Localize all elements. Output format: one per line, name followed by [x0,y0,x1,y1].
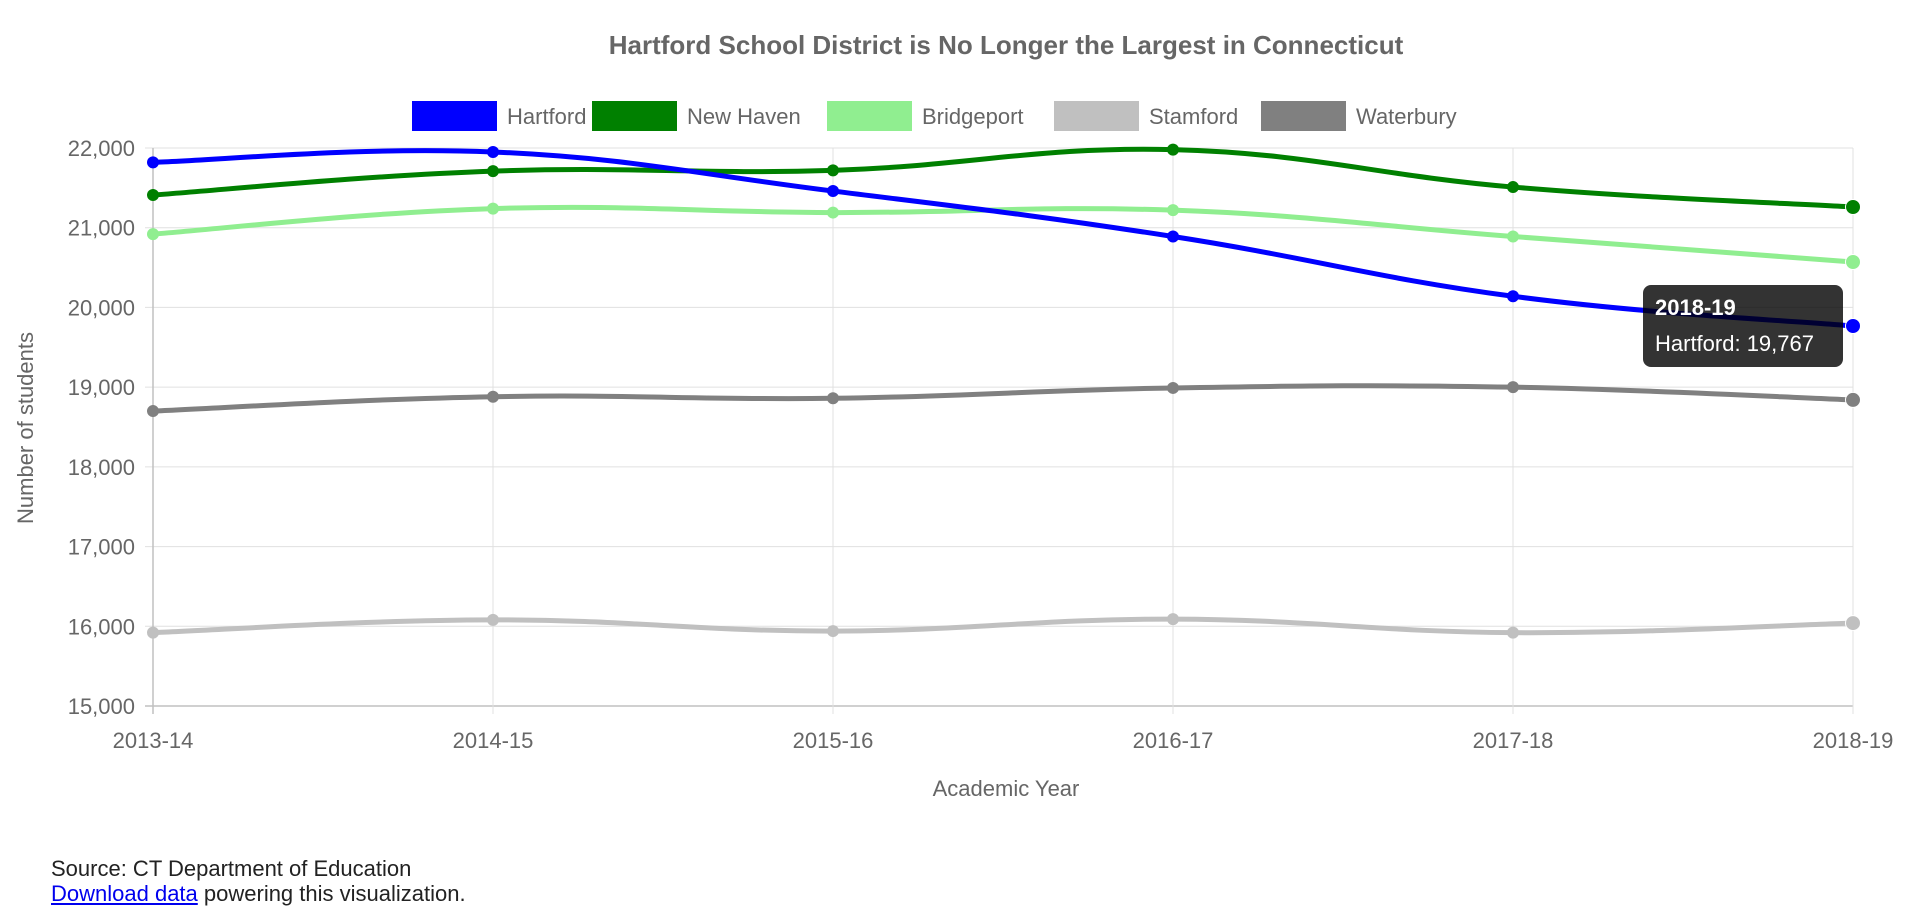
data-point[interactable] [147,156,159,169]
y-tick-label: 16,000 [68,614,135,639]
data-point[interactable] [827,625,839,638]
legend-swatch [412,101,497,131]
y-axis-ticks: 15,000 16,000 17,000 18,000 19,000 20,000 21,0… [68,136,135,719]
series-line [150,146,1856,210]
data-point[interactable] [827,185,839,198]
data-point[interactable] [1845,253,1861,270]
y-tick-label: 20,000 [68,295,135,320]
data-point[interactable] [487,202,499,215]
data-point[interactable] [827,392,839,405]
tooltip-text: Hartford: 19,767 [1655,331,1814,356]
x-tick-label: 2017-18 [1473,728,1554,753]
y-tick-label: 18,000 [68,455,135,480]
tooltip-box [1643,285,1843,367]
y-tick-label: 21,000 [68,216,135,241]
legend-swatch [592,101,677,131]
data-point[interactable] [487,165,499,178]
x-axis-label: Academic Year [933,776,1080,801]
data-point[interactable] [1507,290,1519,303]
x-tick-label: 2014-15 [453,728,534,753]
legend-swatch [1054,101,1139,131]
data-point[interactable] [147,189,159,202]
legend: Hartford New Haven Bridgeport Stamford Water… [412,101,1457,131]
data-point[interactable] [1845,391,1861,408]
line-chart: Hartford School District is No Longer th… [13,30,1894,801]
source-note: Source: CT Department of Education [51,856,412,881]
data-point[interactable] [147,228,159,241]
y-tick-label: 17,000 [68,535,135,560]
chart-title: Hartford School District is No Longer th… [609,30,1404,60]
data-point[interactable] [1507,181,1519,194]
data-point[interactable] [1507,230,1519,243]
data-point[interactable] [487,145,499,158]
data-point[interactable] [147,626,159,639]
y-tick-label: 22,000 [68,136,135,161]
data-point[interactable] [147,405,159,418]
series-line [150,148,1856,329]
download-note-text: powering this visualization. [197,881,466,906]
data-point[interactable] [1845,198,1861,215]
data-point[interactable] [1167,204,1179,217]
tooltip-title: 2018-19 [1655,295,1736,320]
legend-label: New Haven [687,104,801,129]
tooltip: 2018-19 Hartford: 19,767 [1643,285,1843,367]
legend-label: Stamford [1149,104,1238,129]
series-line [150,204,1856,265]
download-data-link[interactable]: Download data [51,881,198,906]
data-point[interactable] [1507,626,1519,639]
data-point[interactable] [1507,381,1519,394]
data-point[interactable] [1167,613,1179,626]
data-point[interactable] [1845,615,1861,632]
data-point[interactable] [827,206,839,219]
legend-label: Waterbury [1356,104,1457,129]
data-point[interactable] [1167,230,1179,243]
chart-footer: Source: CT Department of Education Downl… [51,856,466,906]
data-point[interactable] [487,390,499,403]
legend-label: Hartford [507,104,586,129]
data-point[interactable] [1845,318,1861,335]
series-points [147,143,1861,639]
data-point[interactable] [487,613,499,626]
y-tick-label: 15,000 [68,694,135,719]
data-point[interactable] [1167,381,1179,394]
legend-swatch [827,101,912,131]
series-lines [150,146,1856,636]
y-tick-label: 19,000 [68,375,135,400]
x-tick-label: 2016-17 [1133,728,1214,753]
y-axis-label: Number of students [13,332,38,524]
data-point[interactable] [1167,143,1179,156]
grid [145,147,1854,714]
legend-label: Bridgeport [922,104,1024,129]
download-note: Download data powering this visualizatio… [51,881,466,906]
legend-swatch [1261,101,1346,131]
data-point[interactable] [827,164,839,177]
x-tick-label: 2013-14 [113,728,194,753]
x-axis-ticks: 2013-14 2014-15 2015-16 2016-17 2017-18 2018-… [113,728,1894,753]
x-tick-label: 2015-16 [793,728,874,753]
x-tick-label: 2018-19 [1813,728,1894,753]
series-line [150,616,1856,636]
series-line [150,383,1856,414]
